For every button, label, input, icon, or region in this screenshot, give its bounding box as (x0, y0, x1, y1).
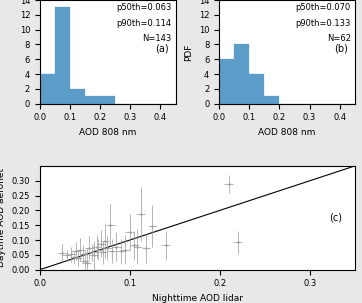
Y-axis label: PDF: PDF (184, 43, 193, 61)
Bar (40, 74, 55, 104)
X-axis label: AOD 808 nm: AOD 808 nm (79, 128, 136, 137)
Text: p90th=0.133: p90th=0.133 (295, 19, 351, 28)
Text: (b): (b) (334, 44, 348, 54)
Bar (55, 7, 70, 104)
Text: p50th=0.063: p50th=0.063 (116, 3, 172, 12)
Y-axis label: Daytime AOD aeronet: Daytime AOD aeronet (0, 168, 6, 267)
Text: (a): (a) (155, 44, 169, 54)
Bar (249, 74, 264, 104)
Text: (c): (c) (329, 213, 342, 223)
X-axis label: Nighttime AOD lidar: Nighttime AOD lidar (152, 294, 243, 303)
Bar (70, 89, 85, 104)
Text: N=62: N=62 (327, 34, 351, 43)
Bar (100, 96, 115, 104)
X-axis label: AOD 808 nm: AOD 808 nm (258, 128, 316, 137)
Text: p90th=0.114: p90th=0.114 (116, 19, 172, 28)
Text: p50th=0.070: p50th=0.070 (295, 3, 351, 12)
Text: N=143: N=143 (142, 34, 172, 43)
Bar (85, 96, 100, 104)
Bar (234, 45, 249, 104)
Bar (219, 59, 234, 104)
Bar (264, 96, 279, 104)
